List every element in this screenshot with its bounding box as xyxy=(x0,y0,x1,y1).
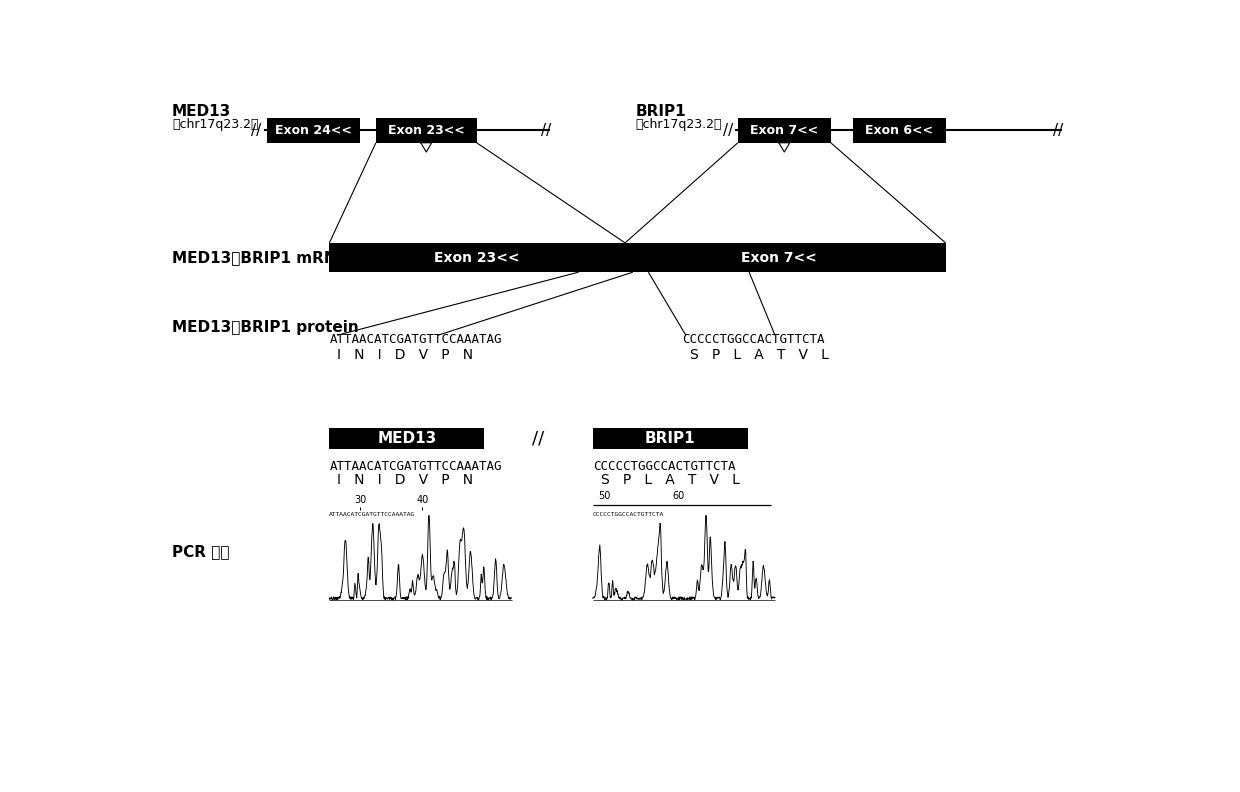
Text: MED13: MED13 xyxy=(377,431,436,446)
Text: MED13－BRIP1 mRNA: MED13－BRIP1 mRNA xyxy=(172,250,348,265)
Text: 30: 30 xyxy=(355,496,367,505)
Bar xyxy=(853,118,945,143)
Text: MED13－BRIP1 protein: MED13－BRIP1 protein xyxy=(172,320,358,335)
Text: CCCCCTGGCCACTGTTCTA: CCCCCTGGCCACTGTTCTA xyxy=(593,512,665,516)
Text: Exon 23<<: Exon 23<< xyxy=(388,124,465,137)
Text: //: // xyxy=(541,123,552,138)
Bar xyxy=(593,428,748,449)
Bar xyxy=(330,428,485,449)
Text: ATTAACATCGATGTTCCAAATAG: ATTAACATCGATGTTCCAAATAG xyxy=(330,333,502,345)
Text: Exon 7<<: Exon 7<< xyxy=(750,124,818,137)
Text: CCCCCTGGCCACTGTTCTA: CCCCCTGGCCACTGTTCTA xyxy=(682,333,825,345)
Text: MED13: MED13 xyxy=(172,105,232,120)
Text: （chr17q23.2）: （chr17q23.2） xyxy=(635,118,722,131)
Text: 40: 40 xyxy=(417,496,429,505)
Text: //: // xyxy=(250,123,260,138)
Text: //: // xyxy=(532,429,544,447)
Bar xyxy=(268,118,361,143)
Text: I   N   I   D   V   P   N: I N I D V P N xyxy=(337,348,474,361)
Text: BRIP1: BRIP1 xyxy=(645,431,696,446)
Text: BRIP1: BRIP1 xyxy=(635,105,686,120)
Text: I   N   I   D   V   P   N: I N I D V P N xyxy=(337,473,474,487)
Text: Exon 24<<: Exon 24<< xyxy=(275,124,352,137)
Bar xyxy=(376,118,476,143)
Text: 50: 50 xyxy=(599,491,610,501)
Text: （chr17q23.2）: （chr17q23.2） xyxy=(172,118,259,131)
Text: S   P   L   A   T   V   L: S P L A T V L xyxy=(600,473,739,487)
Text: //: // xyxy=(723,123,734,138)
Text: CCCCCTGGCCACTGTTCTA: CCCCCTGGCCACTGTTCTA xyxy=(593,459,735,473)
Bar xyxy=(738,118,831,143)
Text: Exon 23<<: Exon 23<< xyxy=(434,250,520,265)
Text: S   P   L   A   T   V   L: S P L A T V L xyxy=(689,348,828,361)
Text: Exon 6<<: Exon 6<< xyxy=(866,124,932,137)
Text: PCR 验证: PCR 验证 xyxy=(172,544,229,559)
Bar xyxy=(330,243,945,272)
Text: //: // xyxy=(1053,123,1063,138)
Text: Exon 7<<: Exon 7<< xyxy=(742,250,817,265)
Text: ATTAACATCGATGTTCCAAATAG: ATTAACATCGATGTTCCAAATAG xyxy=(330,512,415,516)
Text: 60: 60 xyxy=(672,491,684,501)
Text: ATTAACATCGATGTTCCAAATAG: ATTAACATCGATGTTCCAAATAG xyxy=(330,459,502,473)
